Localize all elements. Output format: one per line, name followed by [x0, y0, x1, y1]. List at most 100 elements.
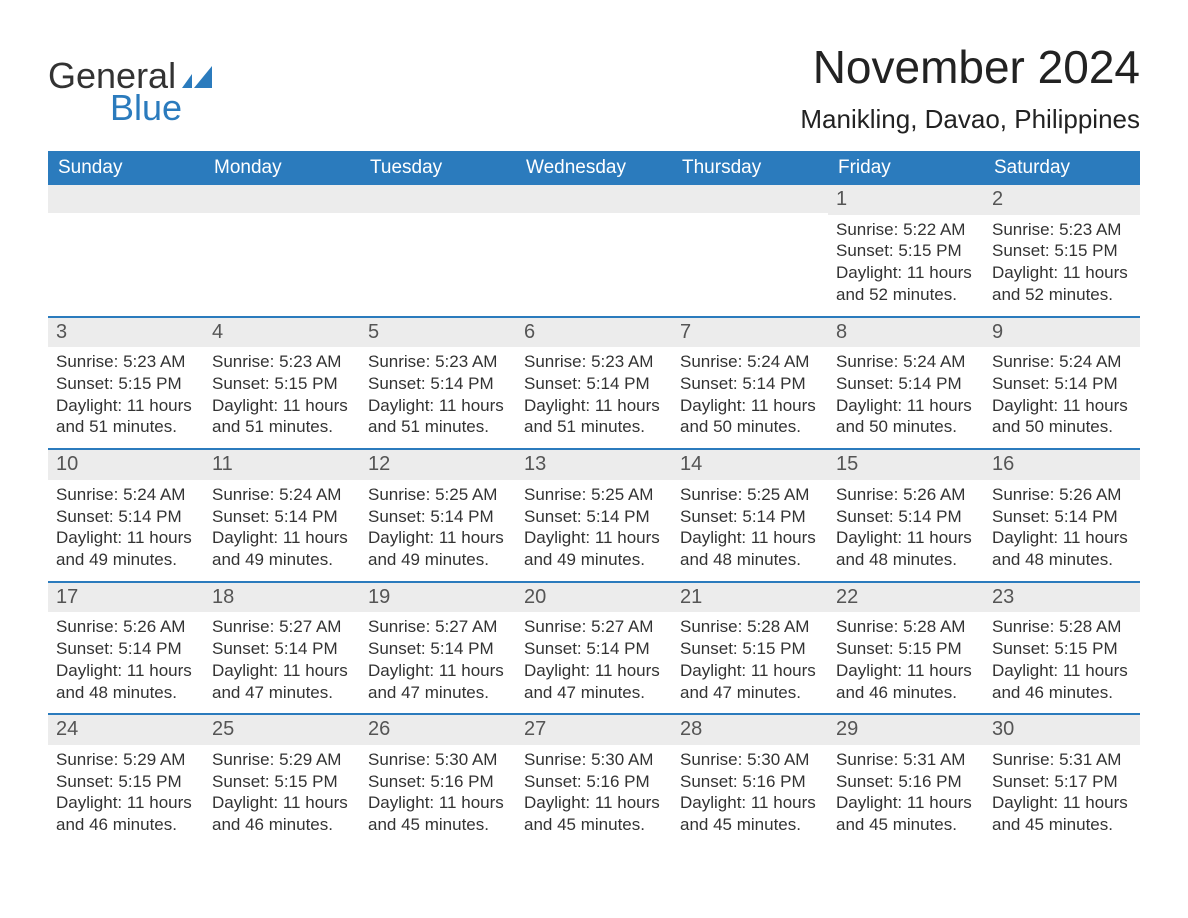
day-body: Sunrise: 5:25 AMSunset: 5:14 PMDaylight:…: [672, 480, 828, 581]
week-row: 3Sunrise: 5:23 AMSunset: 5:15 PMDaylight…: [48, 316, 1140, 449]
week-row: 24Sunrise: 5:29 AMSunset: 5:15 PMDayligh…: [48, 713, 1140, 846]
day-body: Sunrise: 5:26 AMSunset: 5:14 PMDaylight:…: [48, 612, 204, 713]
day-sunset: Sunset: 5:15 PM: [836, 638, 976, 660]
day-daylight: Daylight: 11 hours and 47 minutes.: [212, 660, 352, 704]
day-daylight: Daylight: 11 hours and 51 minutes.: [56, 395, 196, 439]
day-daylight: Daylight: 11 hours and 49 minutes.: [524, 527, 664, 571]
dow-thursday: Thursday: [672, 151, 828, 185]
day-sunrise: Sunrise: 5:26 AM: [836, 484, 976, 506]
day-of-week-header: Sunday Monday Tuesday Wednesday Thursday…: [48, 151, 1140, 185]
day-daylight: Daylight: 11 hours and 48 minutes.: [836, 527, 976, 571]
day-body: Sunrise: 5:30 AMSunset: 5:16 PMDaylight:…: [672, 745, 828, 846]
dow-friday: Friday: [828, 151, 984, 185]
day-cell: 28Sunrise: 5:30 AMSunset: 5:16 PMDayligh…: [672, 715, 828, 846]
day-sunset: Sunset: 5:14 PM: [836, 373, 976, 395]
day-cell: 1Sunrise: 5:22 AMSunset: 5:15 PMDaylight…: [828, 185, 984, 316]
empty-cell: [204, 185, 360, 316]
day-daylight: Daylight: 11 hours and 45 minutes.: [680, 792, 820, 836]
day-body: Sunrise: 5:26 AMSunset: 5:14 PMDaylight:…: [984, 480, 1140, 581]
day-body: Sunrise: 5:24 AMSunset: 5:14 PMDaylight:…: [984, 347, 1140, 448]
day-number: 10: [48, 450, 204, 480]
day-sunrise: Sunrise: 5:24 AM: [992, 351, 1132, 373]
day-sunset: Sunset: 5:15 PM: [56, 771, 196, 793]
day-body: Sunrise: 5:27 AMSunset: 5:14 PMDaylight:…: [360, 612, 516, 713]
day-sunrise: Sunrise: 5:31 AM: [836, 749, 976, 771]
day-daylight: Daylight: 11 hours and 49 minutes.: [56, 527, 196, 571]
day-sunset: Sunset: 5:14 PM: [56, 506, 196, 528]
dow-tuesday: Tuesday: [360, 151, 516, 185]
header: General Blue November 2024 Manikling, Da…: [48, 40, 1140, 135]
day-sunset: Sunset: 5:15 PM: [992, 240, 1132, 262]
day-number: 3: [48, 318, 204, 348]
day-cell: 27Sunrise: 5:30 AMSunset: 5:16 PMDayligh…: [516, 715, 672, 846]
day-body: Sunrise: 5:23 AMSunset: 5:14 PMDaylight:…: [516, 347, 672, 448]
day-body: [48, 213, 204, 303]
day-cell: 22Sunrise: 5:28 AMSunset: 5:15 PMDayligh…: [828, 583, 984, 714]
logo-text-blue: Blue: [110, 90, 212, 126]
day-sunset: Sunset: 5:15 PM: [680, 638, 820, 660]
day-number: 19: [360, 583, 516, 613]
day-sunset: Sunset: 5:16 PM: [680, 771, 820, 793]
day-sunrise: Sunrise: 5:25 AM: [368, 484, 508, 506]
day-daylight: Daylight: 11 hours and 45 minutes.: [992, 792, 1132, 836]
day-number: 29: [828, 715, 984, 745]
day-cell: 17Sunrise: 5:26 AMSunset: 5:14 PMDayligh…: [48, 583, 204, 714]
day-cell: 16Sunrise: 5:26 AMSunset: 5:14 PMDayligh…: [984, 450, 1140, 581]
weeks-container: 1Sunrise: 5:22 AMSunset: 5:15 PMDaylight…: [48, 185, 1140, 846]
page-title: November 2024: [800, 40, 1140, 94]
day-cell: 12Sunrise: 5:25 AMSunset: 5:14 PMDayligh…: [360, 450, 516, 581]
day-body: Sunrise: 5:30 AMSunset: 5:16 PMDaylight:…: [360, 745, 516, 846]
day-sunrise: Sunrise: 5:29 AM: [212, 749, 352, 771]
empty-cell: [516, 185, 672, 316]
day-sunrise: Sunrise: 5:25 AM: [524, 484, 664, 506]
day-body: Sunrise: 5:22 AMSunset: 5:15 PMDaylight:…: [828, 215, 984, 316]
day-body: Sunrise: 5:27 AMSunset: 5:14 PMDaylight:…: [516, 612, 672, 713]
day-sunset: Sunset: 5:14 PM: [212, 638, 352, 660]
day-sunset: Sunset: 5:14 PM: [680, 373, 820, 395]
day-sunset: Sunset: 5:15 PM: [212, 771, 352, 793]
day-cell: 7Sunrise: 5:24 AMSunset: 5:14 PMDaylight…: [672, 318, 828, 449]
day-body: [204, 213, 360, 303]
day-sunrise: Sunrise: 5:29 AM: [56, 749, 196, 771]
day-number: 24: [48, 715, 204, 745]
day-daylight: Daylight: 11 hours and 48 minutes.: [56, 660, 196, 704]
dow-wednesday: Wednesday: [516, 151, 672, 185]
day-cell: 21Sunrise: 5:28 AMSunset: 5:15 PMDayligh…: [672, 583, 828, 714]
day-sunset: Sunset: 5:14 PM: [992, 373, 1132, 395]
day-number: [48, 185, 204, 213]
day-body: Sunrise: 5:28 AMSunset: 5:15 PMDaylight:…: [828, 612, 984, 713]
day-number: 23: [984, 583, 1140, 613]
day-sunset: Sunset: 5:14 PM: [368, 373, 508, 395]
day-cell: 10Sunrise: 5:24 AMSunset: 5:14 PMDayligh…: [48, 450, 204, 581]
day-daylight: Daylight: 11 hours and 46 minutes.: [56, 792, 196, 836]
day-number: 2: [984, 185, 1140, 215]
day-body: Sunrise: 5:29 AMSunset: 5:15 PMDaylight:…: [48, 745, 204, 846]
day-sunrise: Sunrise: 5:27 AM: [368, 616, 508, 638]
day-body: Sunrise: 5:27 AMSunset: 5:14 PMDaylight:…: [204, 612, 360, 713]
location-subtitle: Manikling, Davao, Philippines: [800, 104, 1140, 135]
dow-saturday: Saturday: [984, 151, 1140, 185]
day-body: [516, 213, 672, 303]
day-number: 6: [516, 318, 672, 348]
day-daylight: Daylight: 11 hours and 47 minutes.: [368, 660, 508, 704]
day-body: Sunrise: 5:31 AMSunset: 5:17 PMDaylight:…: [984, 745, 1140, 846]
day-body: Sunrise: 5:23 AMSunset: 5:15 PMDaylight:…: [204, 347, 360, 448]
day-daylight: Daylight: 11 hours and 50 minutes.: [680, 395, 820, 439]
day-sunrise: Sunrise: 5:28 AM: [836, 616, 976, 638]
day-number: [360, 185, 516, 213]
day-number: 1: [828, 185, 984, 215]
day-body: Sunrise: 5:31 AMSunset: 5:16 PMDaylight:…: [828, 745, 984, 846]
day-daylight: Daylight: 11 hours and 52 minutes.: [836, 262, 976, 306]
day-body: Sunrise: 5:23 AMSunset: 5:15 PMDaylight:…: [48, 347, 204, 448]
day-cell: 19Sunrise: 5:27 AMSunset: 5:14 PMDayligh…: [360, 583, 516, 714]
day-number: 16: [984, 450, 1140, 480]
day-sunrise: Sunrise: 5:26 AM: [992, 484, 1132, 506]
day-sunrise: Sunrise: 5:31 AM: [992, 749, 1132, 771]
day-daylight: Daylight: 11 hours and 46 minutes.: [992, 660, 1132, 704]
day-sunset: Sunset: 5:17 PM: [992, 771, 1132, 793]
day-number: 20: [516, 583, 672, 613]
day-cell: 2Sunrise: 5:23 AMSunset: 5:15 PMDaylight…: [984, 185, 1140, 316]
day-cell: 18Sunrise: 5:27 AMSunset: 5:14 PMDayligh…: [204, 583, 360, 714]
day-cell: 5Sunrise: 5:23 AMSunset: 5:14 PMDaylight…: [360, 318, 516, 449]
day-daylight: Daylight: 11 hours and 45 minutes.: [836, 792, 976, 836]
